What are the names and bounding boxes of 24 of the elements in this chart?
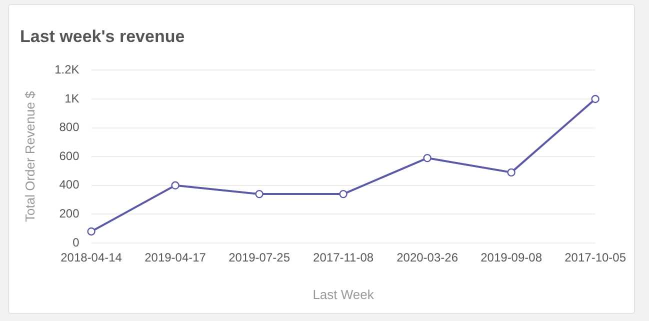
x-tick-label: 2019-04-17 [144, 250, 206, 265]
point [255, 190, 264, 198]
y-tick-label: 400 [59, 178, 80, 192]
y-tick-label: 1K [64, 91, 80, 106]
x-tick-label: 2020-03-26 [396, 250, 458, 265]
x-tick-label: 2019-09-08 [480, 250, 542, 265]
y-tick-label: 600 [59, 148, 80, 163]
point [591, 94, 600, 104]
y-tick-label: 200 [59, 206, 80, 221]
point [507, 168, 516, 177]
point [87, 227, 96, 236]
x-axis-title: Last Week [312, 286, 374, 302]
y-tick-label: 800 [59, 120, 80, 134]
y-axis-title: Total Order Revenue $ [22, 90, 38, 222]
y-tick-label: 0 [72, 235, 80, 250]
x-tick-label: 2019-07-25 [228, 250, 290, 265]
y-tick-label: 1.2K [54, 62, 80, 77]
x-tick-label: 2018-04-14 [60, 250, 122, 265]
point [339, 190, 348, 198]
x-tick-label: 2017-10-05 [564, 250, 626, 265]
point [171, 181, 180, 190]
point [423, 154, 432, 162]
chart-title: Last week's revenue [20, 27, 185, 47]
x-tick-label: 2017-11-08 [313, 250, 374, 265]
